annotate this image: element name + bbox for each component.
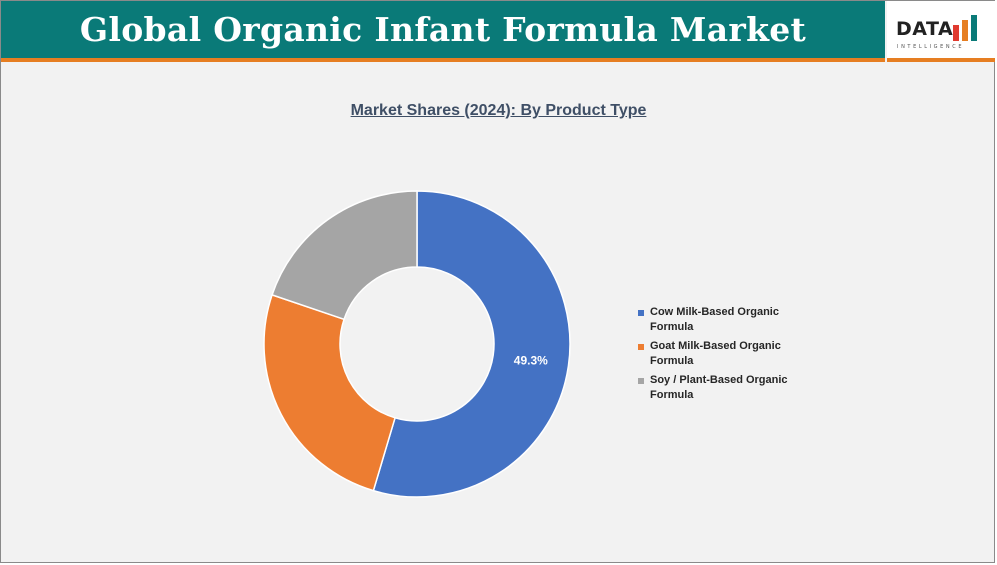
legend-label: Soy / Plant-Based Organic Formula (650, 374, 788, 401)
logo-subtext: INTELLIGENCE (897, 44, 965, 50)
legend-item: Cow Milk-Based Organic Formula (638, 305, 818, 335)
chart-title: Market Shares (2024): By Product Type (350, 102, 647, 119)
legend-swatch (638, 344, 644, 350)
logo-text: DATA (896, 18, 954, 40)
chart-legend: Cow Milk-Based Organic Formula Goat Milk-… (638, 305, 818, 407)
title-bar: Global Organic Infant Formula Market (1, 1, 885, 62)
legend-item: Soy / Plant-Based Organic Formula (638, 373, 818, 403)
donut-slice-1 (372, 190, 571, 498)
logo: DATA INTELLIGENCE (887, 1, 995, 62)
legend-swatch (638, 310, 644, 316)
page-title: Global Organic Infant Formula Market (79, 10, 807, 49)
donut-slice-3 (271, 190, 418, 321)
logo-bars-icon (953, 15, 977, 41)
legend-item: Goat Milk-Based Organic Formula (638, 339, 818, 369)
legend-label: Goat Milk-Based Organic Formula (650, 340, 781, 367)
data-label-1: 49.3% (514, 354, 548, 368)
legend-swatch (638, 378, 644, 384)
donut-slice-2 (263, 293, 396, 492)
legend-label: Cow Milk-Based Organic Formula (650, 306, 779, 333)
